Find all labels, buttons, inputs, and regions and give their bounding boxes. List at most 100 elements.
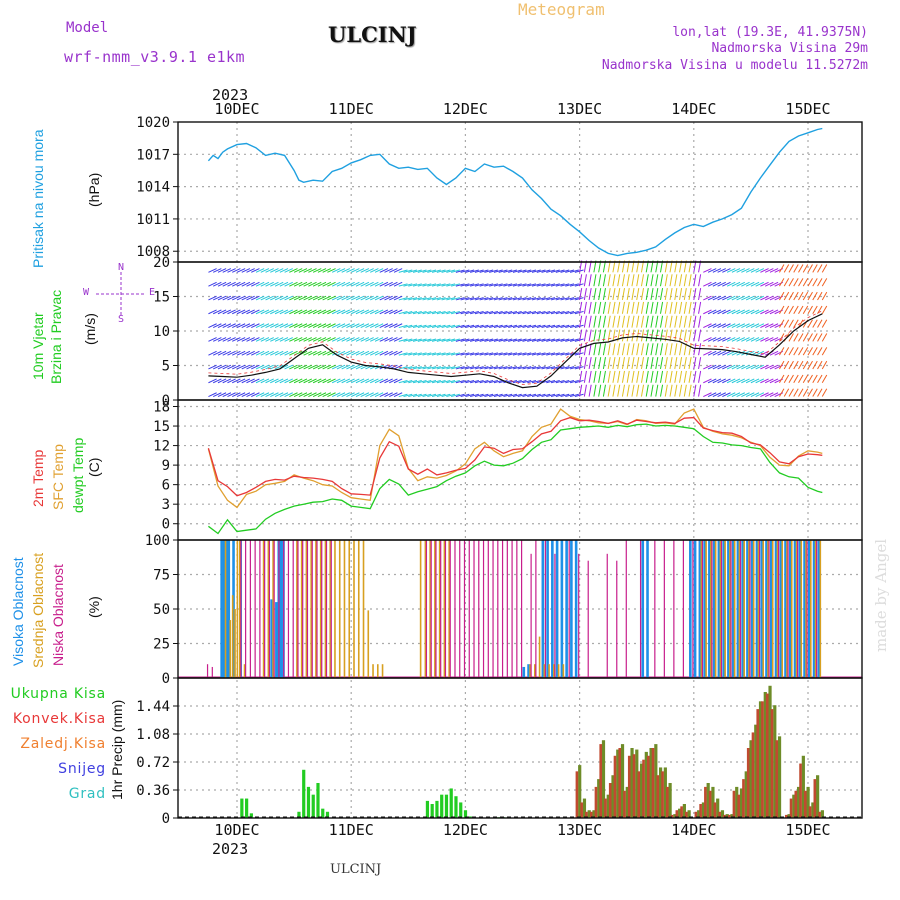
wind-arrow	[474, 297, 484, 301]
wind-arrow	[455, 352, 465, 356]
wind-arrow	[626, 357, 630, 370]
wind-arrow	[655, 288, 659, 301]
wind-arrow	[384, 309, 393, 315]
y-tick-label: 1017	[136, 147, 170, 163]
wind-arrow	[341, 309, 351, 315]
wind-arrow	[807, 264, 813, 273]
bottom-day-label: 12DEC	[443, 821, 488, 839]
model-name: wrf-nmm_v3.9.1 e1km	[64, 48, 246, 66]
total-rain-bar	[306, 786, 311, 818]
wind-arrow	[512, 310, 522, 315]
wind-arrow	[422, 379, 432, 384]
wind-arrow	[750, 309, 760, 315]
wind-arrow	[722, 309, 731, 315]
wind-arrow	[355, 323, 365, 329]
wind-arrow	[750, 364, 760, 370]
wind-arrow	[683, 274, 687, 287]
wind-arrow	[821, 388, 828, 397]
y-tick-label: 0	[162, 811, 170, 827]
wind-arrow	[798, 374, 804, 384]
wind-arrow	[607, 343, 611, 356]
total-rain-bar	[435, 800, 439, 818]
wind-arrow	[293, 378, 303, 384]
wind-arrow	[750, 378, 760, 384]
wind-arrow	[474, 366, 484, 370]
wind-arrow	[645, 315, 649, 328]
y-tick-label: 1008	[136, 244, 170, 260]
wind-arrow	[365, 268, 374, 273]
wind-arrow	[659, 370, 664, 383]
wind-arrow	[322, 337, 332, 342]
wind-arrow	[741, 295, 750, 301]
wind-arrow	[384, 295, 393, 301]
wind-arrow	[779, 388, 785, 397]
wind-arrow	[336, 337, 346, 342]
wind-arrow	[764, 392, 774, 398]
product-title: Meteogram	[518, 0, 605, 19]
wind-arrow	[760, 364, 769, 370]
wind-arrow	[322, 378, 332, 384]
wind-arrow	[574, 297, 584, 301]
wind-arrow	[741, 309, 750, 315]
wind-arrow	[565, 324, 575, 329]
wind-arrow	[688, 315, 692, 328]
low-cloud-label: Niska Oblacnost	[50, 564, 66, 666]
wind-arrow	[489, 324, 499, 329]
wind-arrow	[289, 309, 298, 315]
wind-arrow	[374, 378, 384, 384]
wind-arrow	[522, 310, 532, 315]
wind-arrow	[255, 323, 265, 329]
wind-arrow	[807, 388, 813, 397]
wind-arrow	[412, 366, 422, 370]
mid-cloud-bar	[305, 540, 308, 678]
wind-arrow	[674, 274, 678, 287]
low-cloud-bar	[264, 540, 266, 678]
wind-arrow	[640, 329, 645, 342]
wind-arrow	[736, 309, 745, 315]
mid-cloud-bar	[236, 540, 239, 678]
wind-arrow	[560, 310, 570, 315]
low-cloud-bar	[787, 540, 789, 678]
wind-arrow	[484, 269, 494, 273]
total-rain-bar	[792, 794, 796, 818]
wind-arrow	[393, 281, 403, 287]
wind-arrow	[365, 281, 374, 287]
wind-arrow	[741, 378, 750, 384]
wind-arrow	[236, 337, 246, 342]
wind-arrow	[788, 360, 794, 370]
wind-arrow	[503, 310, 513, 315]
wind-arrow	[636, 288, 640, 301]
wind-arrow	[574, 269, 584, 273]
wind-arrow	[489, 352, 499, 356]
wind-arrow	[703, 281, 712, 287]
wind-arrow	[393, 309, 403, 315]
wind-arrow	[607, 315, 611, 328]
wind-arrow	[484, 338, 494, 342]
wind-arrow	[460, 379, 470, 384]
wind-arrow	[659, 315, 664, 328]
wind-arrow	[303, 323, 312, 329]
total-rain-bar	[711, 786, 715, 818]
low-cloud-bar	[292, 540, 294, 678]
wind-arrow	[793, 319, 799, 328]
wind-arrow	[626, 274, 630, 287]
mid-cloud-bar	[714, 540, 717, 678]
high-cloud-bar	[722, 540, 725, 678]
wind-arrow	[403, 338, 413, 342]
wind-arrow	[693, 274, 697, 287]
wind-arrow	[631, 288, 635, 301]
mid-cloud-bar	[538, 636, 541, 678]
wind-arrow	[707, 268, 717, 273]
wind-arrow	[607, 384, 611, 397]
wind-arrow	[674, 329, 678, 342]
wind-arrow	[664, 370, 668, 383]
wind-arrow	[227, 268, 236, 273]
wind-arrow	[317, 392, 327, 398]
wind-arrow	[688, 370, 692, 383]
wind-arrow	[560, 338, 570, 342]
low-cloud-bar	[501, 540, 504, 678]
mid-cloud-bar	[438, 540, 441, 678]
wind-arrow	[679, 329, 683, 342]
wind-arrow	[536, 338, 546, 342]
high-cloud-bar	[546, 540, 549, 678]
